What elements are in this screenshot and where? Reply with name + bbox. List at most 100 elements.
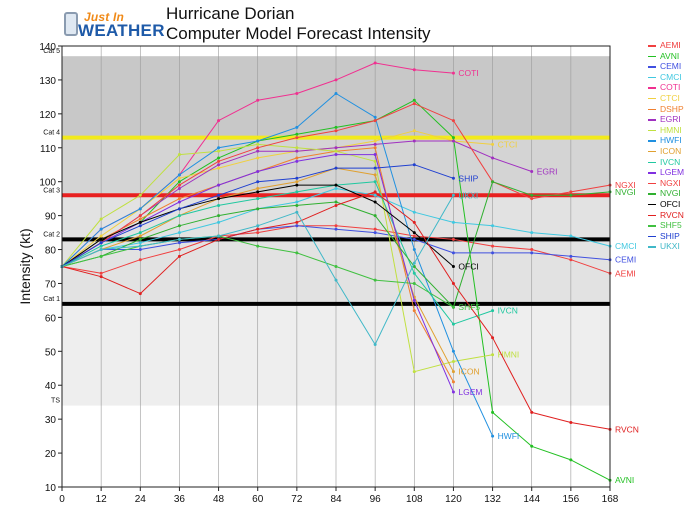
data-point-ship-36 bbox=[177, 207, 181, 211]
series-end-label-hmni: HMNI bbox=[498, 350, 520, 360]
data-point-lgem-36 bbox=[177, 200, 181, 204]
data-point-aemi-60 bbox=[256, 231, 260, 235]
x-tick-label-156: 156 bbox=[563, 494, 580, 505]
legend-swatch bbox=[648, 76, 656, 79]
data-point-ukxi-120 bbox=[451, 193, 455, 197]
data-point-ofci-60 bbox=[256, 190, 260, 194]
x-tick-label-36: 36 bbox=[174, 494, 186, 505]
y-tick-label-50: 50 bbox=[45, 347, 57, 358]
legend-label: NVGI bbox=[660, 188, 681, 199]
legend-label: UKXI bbox=[660, 241, 680, 252]
data-point-hmni-60 bbox=[256, 142, 260, 146]
data-point-ofci-24 bbox=[138, 220, 142, 224]
chart-legend: AEMI AVNI CEMI CMCI COTI CTCI DSHP EGRI HMNI HWFI… bbox=[648, 40, 700, 252]
y-tick-label-10: 10 bbox=[45, 483, 57, 494]
data-point-hwfi-72 bbox=[295, 125, 299, 129]
data-point-ofci-48 bbox=[217, 197, 221, 201]
data-point-ivcn-96 bbox=[373, 180, 377, 184]
data-point-icon-72 bbox=[295, 180, 299, 184]
series-line-ctci bbox=[61, 130, 493, 267]
data-point-hmni-84 bbox=[334, 149, 338, 153]
data-point-icon-120 bbox=[451, 370, 455, 374]
data-point-hwfi-120 bbox=[451, 349, 455, 353]
data-point-shf5-12 bbox=[99, 254, 103, 258]
data-point-hwfi-24 bbox=[138, 207, 142, 211]
data-point-ngxi-24 bbox=[138, 214, 142, 218]
data-point-ngxi-144 bbox=[530, 197, 534, 201]
legend-item-rvcn: RVCN bbox=[648, 210, 700, 221]
legend-swatch bbox=[648, 246, 656, 248]
data-point-ctci-132 bbox=[491, 142, 495, 146]
series-end-label-rvcn: RVCN bbox=[615, 424, 639, 434]
data-point-rvcn-12 bbox=[99, 275, 103, 279]
legend-swatch bbox=[648, 87, 656, 89]
series-end-label-ship: SHIP bbox=[458, 173, 478, 183]
data-point-dshp-36 bbox=[177, 197, 181, 201]
x-tick-label-108: 108 bbox=[406, 494, 423, 505]
data-point-cemi-156 bbox=[569, 254, 573, 258]
data-point-avni-144 bbox=[530, 444, 534, 448]
legend-label: NGXI bbox=[660, 177, 681, 188]
legend-swatch bbox=[648, 66, 656, 68]
data-point-ship-48 bbox=[217, 193, 221, 197]
legend-swatch bbox=[648, 55, 656, 58]
data-point-egri-48 bbox=[217, 163, 221, 167]
data-point-nvgi-48 bbox=[217, 214, 221, 218]
legend-label: IVCN bbox=[660, 156, 681, 167]
data-point-hmni-108 bbox=[412, 370, 416, 374]
x-tick-label-48: 48 bbox=[213, 494, 225, 505]
data-point-coti-96 bbox=[373, 61, 377, 65]
data-point-rvcn-132 bbox=[491, 336, 495, 340]
data-point-coti-60 bbox=[256, 98, 260, 102]
data-point-shf5-120 bbox=[451, 305, 455, 309]
data-point-ivcn-24 bbox=[138, 231, 142, 235]
logo-text-bottom: WEATHER bbox=[78, 21, 165, 40]
data-point-avni-84 bbox=[334, 125, 338, 129]
legend-item-shf5: SHF5 bbox=[648, 220, 700, 231]
data-point-lgem-48 bbox=[217, 183, 221, 187]
phone-icon bbox=[64, 12, 78, 36]
data-point-ukxi-84 bbox=[334, 278, 338, 282]
y-tick-label-120: 120 bbox=[39, 110, 56, 121]
data-point-ofci-108 bbox=[412, 231, 416, 235]
data-point-hwfi-36 bbox=[177, 173, 181, 177]
y-tick-label-110: 110 bbox=[40, 144, 56, 155]
data-point-ofci-96 bbox=[373, 200, 377, 204]
legend-label: EGRI bbox=[660, 114, 681, 125]
series-end-label-ctci: CTCI bbox=[498, 139, 518, 149]
data-point-ship-72 bbox=[295, 176, 299, 180]
data-point-egri-84 bbox=[334, 146, 338, 150]
data-point-rvcn-48 bbox=[217, 237, 221, 241]
series-line-hmni bbox=[61, 143, 493, 373]
legend-item-nvgi: NVGI bbox=[648, 188, 700, 199]
legend-label: LGEM bbox=[660, 167, 685, 178]
data-point-lgem-60 bbox=[256, 170, 260, 174]
data-point-rvcn-120 bbox=[451, 281, 455, 285]
data-point-cmci-24 bbox=[138, 241, 142, 245]
data-point-ship-96 bbox=[373, 166, 377, 170]
data-point-cemi-132 bbox=[491, 251, 495, 255]
series-end-label-nvgi: NVGI bbox=[615, 187, 636, 197]
data-point-coti-48 bbox=[217, 119, 221, 123]
y-tick-label-100: 100 bbox=[39, 178, 56, 189]
data-point-cemi-96 bbox=[373, 231, 377, 235]
data-point-ukxi-108 bbox=[412, 261, 416, 265]
data-point-ship-24 bbox=[138, 224, 142, 228]
legend-label: RVCN bbox=[660, 209, 684, 220]
data-point-ctci-60 bbox=[256, 156, 260, 160]
data-point-ivcn-108 bbox=[412, 271, 416, 275]
logo-text-top: Just In bbox=[84, 10, 125, 24]
series-end-label-avni: AVNI bbox=[615, 475, 634, 485]
series-end-label-coti: COTI bbox=[458, 68, 478, 78]
data-point-ctci-12 bbox=[99, 234, 103, 238]
data-point-rvcn-36 bbox=[177, 254, 181, 258]
data-point-ivcn-132 bbox=[491, 309, 495, 313]
data-point-ngxi-120 bbox=[451, 119, 455, 123]
data-point-rvcn-108 bbox=[412, 220, 416, 224]
data-point-egri-72 bbox=[295, 149, 299, 153]
data-point-avni-132 bbox=[491, 410, 495, 414]
chart-subtitle: Computer Model Forecast Intensity bbox=[166, 24, 431, 43]
threshold-label-cat-5: Cat 5 bbox=[43, 48, 60, 55]
series-end-label-ofci: OFCI bbox=[458, 262, 478, 272]
legend-item-ofci: OFCI bbox=[648, 199, 700, 210]
